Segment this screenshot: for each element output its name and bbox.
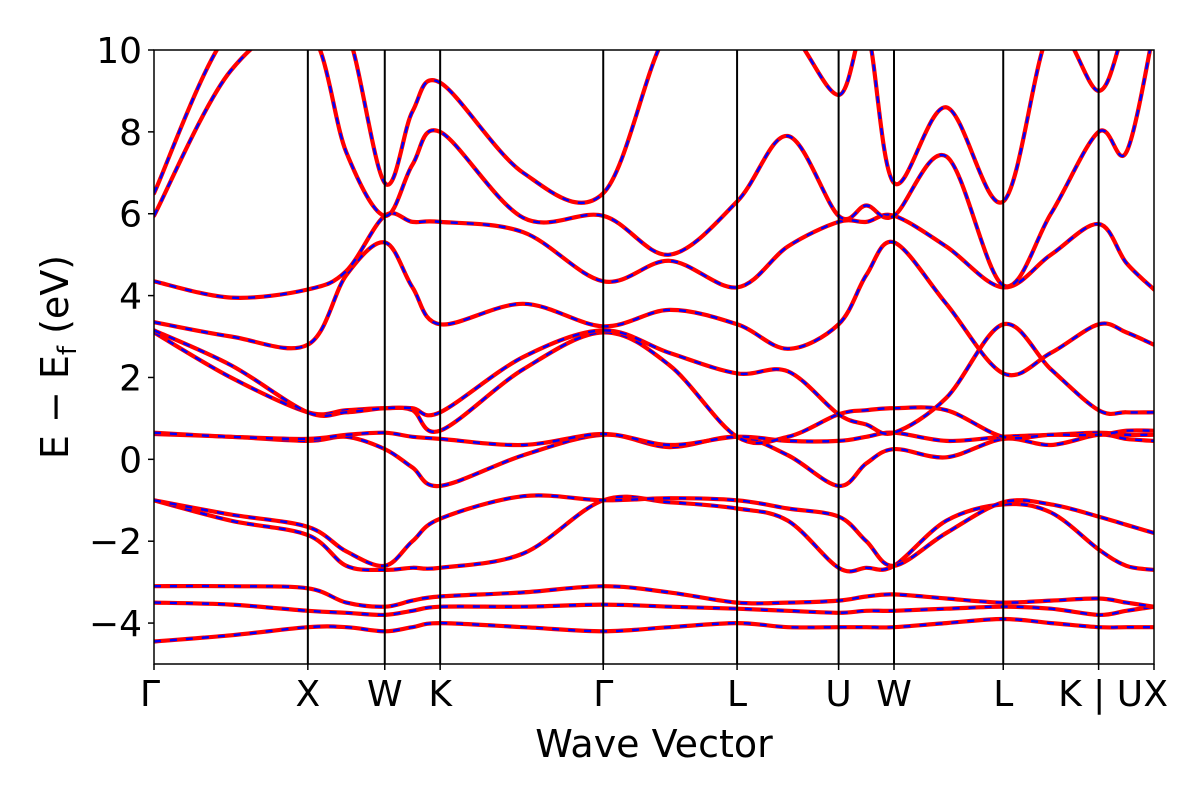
x-tick-label: L: [727, 674, 747, 715]
band-9-reference-line: [154, 322, 1154, 436]
y-tick-label: 8: [119, 113, 142, 154]
y-tick-label: 0: [119, 440, 142, 481]
band-1-reference-line: [154, 616, 1154, 644]
band-8-overlay-line: [154, 331, 1154, 445]
y-axis-label: E − Ef (eV): [33, 255, 83, 459]
x-tick-label: X: [1143, 674, 1168, 715]
band-6-overlay-line: [154, 432, 1154, 488]
high-symmetry-lines: [306, 50, 1100, 664]
y-tick-label: −2: [89, 522, 142, 563]
x-tick-label: X: [296, 674, 321, 715]
x-tick-label: Γ: [593, 674, 613, 715]
band-10-overlay-line: [154, 240, 1154, 377]
band-lines: [154, 50, 1154, 644]
y-tick-label: 4: [119, 277, 142, 318]
band-12-overlay-line: [154, 50, 1152, 288]
x-tick-label: K | U: [1058, 674, 1143, 715]
x-tick-label: K: [428, 674, 453, 715]
y-axis-label-unit: (eV): [33, 255, 77, 346]
x-tick-label: W: [876, 674, 912, 715]
x-tick-label: Γ: [140, 674, 160, 715]
y-axis-ticks: 10 8 6 4 2 0 −2 −4: [89, 31, 154, 645]
y-tick-label: 10: [96, 31, 142, 72]
x-tick-label: U: [825, 674, 851, 715]
band-11-reference-line: [154, 211, 1154, 300]
y-axis-label-subscript: f: [53, 345, 83, 355]
band-2-overlay-line: [154, 601, 1154, 617]
x-axis-label: Wave Vector: [535, 722, 773, 766]
x-tick-label: W: [367, 674, 403, 715]
plot-frame: [153, 49, 1155, 665]
y-tick-label: −4: [89, 604, 142, 645]
y-tick-label: 2: [119, 358, 142, 399]
band-3-overlay-line: [154, 584, 1154, 608]
band-4-overlay-line: [154, 495, 1154, 573]
band-13-reference-line: [154, 50, 1121, 205]
y-tick-label: 6: [119, 195, 142, 236]
x-tick-label: L: [993, 674, 1013, 715]
band-5-overlay-line: [154, 494, 1154, 568]
y-axis-label-main: E − E: [33, 355, 77, 459]
